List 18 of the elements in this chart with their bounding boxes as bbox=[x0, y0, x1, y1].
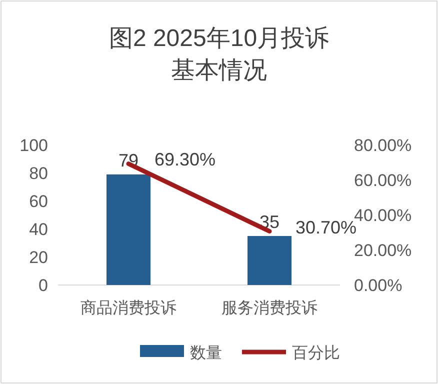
y-tick-label: 60 bbox=[29, 192, 48, 211]
data-label: 30.70% bbox=[296, 217, 357, 238]
legend-label: 数量 bbox=[190, 345, 222, 362]
y2-tick-label: 20.00% bbox=[354, 241, 412, 260]
x-tick-label: 商品消费投诉 bbox=[80, 299, 176, 317]
legend-label: 百分比 bbox=[292, 344, 340, 362]
y-tick-label: 100 bbox=[20, 136, 48, 155]
y2-tick-label: 0.00% bbox=[354, 276, 402, 295]
y2-tick-label: 60.00% bbox=[354, 171, 412, 190]
y-tick-label: 0 bbox=[38, 276, 48, 295]
y-tick-label: 40 bbox=[29, 220, 48, 239]
data-label: 69.30% bbox=[154, 150, 216, 170]
chart-title: 图2 2025年10月投诉基本情况 bbox=[108, 25, 330, 84]
y2-tick-label: 40.00% bbox=[354, 206, 412, 225]
y2-tick-label: 80.00% bbox=[354, 136, 412, 155]
y-tick-label: 20 bbox=[29, 248, 48, 267]
y-tick-label: 80 bbox=[29, 164, 48, 183]
x-tick-label: 服务消费投诉 bbox=[222, 299, 318, 317]
